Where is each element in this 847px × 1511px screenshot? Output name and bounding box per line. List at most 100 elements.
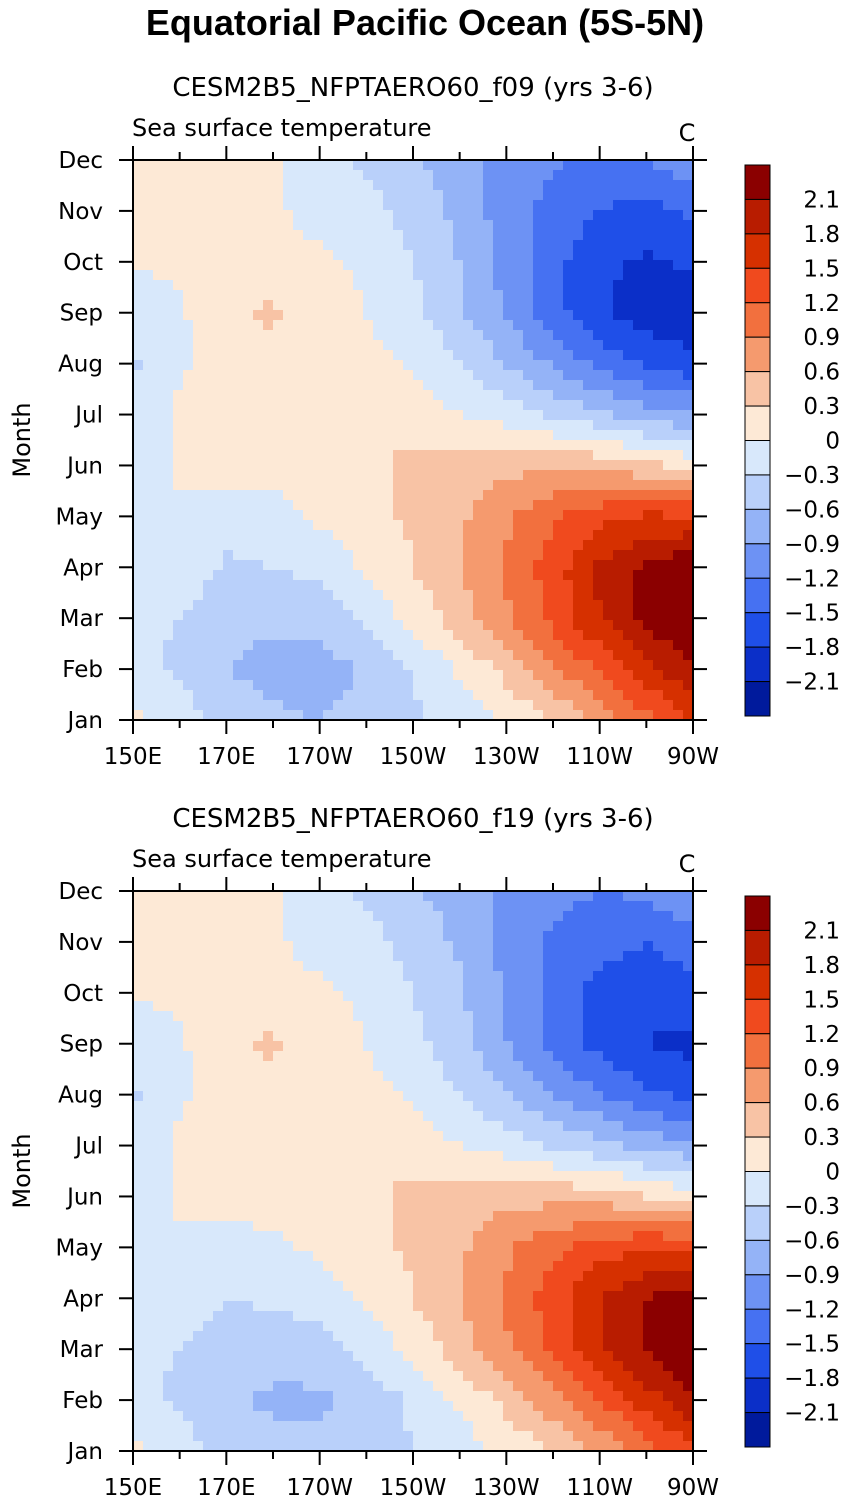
heatmap-cell [613,380,624,391]
colorbar-box [744,336,771,373]
heatmap-cell [563,450,574,461]
heatmap-cell [323,380,334,391]
heatmap-cell [463,440,474,451]
heatmap-cell [273,1161,284,1172]
heatmap-cell [353,1011,364,1022]
heatmap-cell [163,630,174,641]
heatmap-cell [433,400,444,411]
heatmap-cell [343,1021,354,1032]
heatmap-cell [583,270,594,281]
heatmap-cell [683,300,694,311]
heatmap-cell [343,1041,354,1052]
heatmap-cell [463,1141,474,1152]
heatmap-cell [243,1191,254,1202]
heatmap-cell [573,1071,584,1082]
x-tick-label: 170E [197,744,255,770]
heatmap-cell [523,430,534,441]
heatmap-cell [613,1031,624,1042]
heatmap-cell [163,170,174,181]
heatmap-cell [183,1091,194,1102]
heatmap-cell [673,430,684,441]
heatmap-cell [393,1081,404,1092]
heatmap-cell [473,1021,484,1032]
heatmap-cell [283,240,294,251]
heatmap-cell [363,300,374,311]
heatmap-cell [353,570,364,581]
heatmap-cell [223,670,234,681]
heatmap-cell [503,300,514,311]
heatmap-cell [293,280,304,291]
heatmap-cell [543,680,554,691]
heatmap-cell [343,170,354,181]
heatmap-cell [513,480,524,491]
heatmap-cell [493,1181,504,1192]
heatmap-cell [253,600,264,611]
heatmap-cell [543,670,554,681]
heatmap-cell [663,951,674,962]
heatmap-cell [643,1131,654,1142]
heatmap-cell [533,350,544,361]
heatmap-cell [573,310,584,321]
heatmap-cell [383,490,394,501]
heatmap-cell [563,931,574,942]
heatmap-cell [583,1141,594,1152]
heatmap-cell [563,1001,574,1012]
heatmap-cell [163,1021,174,1032]
heatmap-cell [673,1171,684,1182]
heatmap-cell [433,931,444,942]
heatmap-cell [593,310,604,321]
heatmap-cell [643,210,654,221]
heatmap-cell [493,710,504,721]
heatmap-cell [203,1111,214,1122]
heatmap-cell [463,620,474,631]
heatmap-cell [313,901,324,912]
heatmap-cell [383,220,394,231]
heatmap-cell [443,680,454,691]
heatmap-cell [443,200,454,211]
heatmap-cell [493,921,504,932]
heatmap-cell [253,580,264,591]
heatmap-cell [603,1111,614,1122]
heatmap-cell [313,690,324,701]
heatmap-cell [283,160,294,171]
heatmap-cell [263,1121,274,1132]
heatmap-cell [473,520,484,531]
heatmap-cell [633,370,644,381]
heatmap-cell [453,510,464,521]
heatmap-cell [483,991,494,1002]
heatmap-cell [233,1091,244,1102]
heatmap-cell [223,660,234,671]
heatmap-cell [233,250,244,261]
heatmap-cell [443,260,454,271]
heatmap-cell [433,340,444,351]
heatmap-cell [513,911,524,922]
heatmap-cell [383,1171,394,1182]
heatmap-cell [643,350,654,361]
heatmap-cell [273,891,284,902]
heatmap-cell [153,1201,164,1212]
heatmap-cell [283,250,294,261]
heatmap-cell [653,690,664,701]
heatmap-cell [483,400,494,411]
heatmap-cell [553,300,564,311]
heatmap-cell [223,360,234,371]
heatmap-cell [323,680,334,691]
heatmap-cell [273,330,284,341]
heatmap-cell [133,1061,144,1072]
heatmap-cell [253,200,264,211]
heatmap-cell [543,961,554,972]
heatmap-cell [173,620,184,631]
heatmap-cell [403,670,414,681]
heatmap-cell [333,891,344,902]
heatmap-cell [243,1021,254,1032]
heatmap-cell [313,1001,324,1012]
heatmap-cell [423,560,434,571]
heatmap-cell [493,230,504,241]
heatmap-cell [363,420,374,431]
heatmap-cell [453,921,464,932]
heatmap-cell [433,360,444,371]
heatmap-cell [363,991,374,1002]
heatmap-cell [233,971,244,982]
heatmap-cell [183,1011,194,1022]
heatmap-cell [253,280,264,291]
